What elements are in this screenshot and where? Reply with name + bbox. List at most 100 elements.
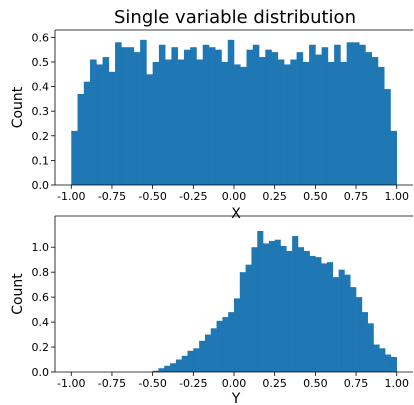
x-tick-label: 0.25 bbox=[262, 190, 287, 203]
histogram-bar bbox=[187, 350, 194, 372]
histogram-bar bbox=[371, 57, 379, 186]
histogram-bar bbox=[373, 344, 380, 372]
histogram-x-panel: -1.00 -0.75 -0.50 -0.25 0.00 0.25 0.50 0.75 1.00… bbox=[10, 29, 413, 222]
histogram-bar bbox=[246, 49, 254, 186]
histogram-bar bbox=[165, 59, 172, 185]
histogram-bar bbox=[297, 247, 305, 372]
histogram-bar bbox=[121, 47, 128, 185]
histogram-bar bbox=[202, 44, 210, 186]
histogram-bar bbox=[309, 255, 316, 372]
histogram-bar bbox=[280, 245, 287, 372]
histogram-bar bbox=[346, 42, 354, 185]
histogram-bar bbox=[332, 277, 339, 372]
x-tick-label: 0.75 bbox=[344, 377, 369, 390]
y-tick-label: 0.4 bbox=[32, 316, 50, 329]
histogram-bar bbox=[327, 61, 335, 186]
histogram-bar bbox=[315, 54, 322, 185]
histogram-bar bbox=[170, 363, 177, 372]
histogram-bar bbox=[344, 274, 351, 372]
y-tick-label: 0.0 bbox=[32, 179, 50, 192]
histogram-bar bbox=[234, 64, 241, 185]
histogram-bar bbox=[290, 59, 297, 185]
histogram-bar bbox=[259, 57, 266, 186]
histogram-bar bbox=[274, 239, 281, 372]
x-tick-label: -0.25 bbox=[179, 190, 207, 203]
histogram-bar bbox=[321, 47, 329, 185]
histogram-bars bbox=[152, 230, 398, 372]
histogram-bar bbox=[252, 44, 260, 186]
x-tick-label: -0.25 bbox=[179, 377, 207, 390]
x-axis-label: Y bbox=[231, 391, 241, 405]
histogram-bar bbox=[292, 235, 299, 372]
histogram-bar bbox=[83, 81, 91, 185]
histogram-bar bbox=[240, 66, 247, 185]
histogram-bar bbox=[268, 240, 275, 372]
x-tick-label: -0.50 bbox=[138, 190, 166, 203]
x-tick-label: 0.25 bbox=[262, 377, 287, 390]
histogram-bar bbox=[221, 61, 229, 186]
x-tick-label: 0.50 bbox=[303, 190, 328, 203]
histogram-bar bbox=[158, 44, 166, 186]
histogram-bar bbox=[338, 269, 345, 372]
y-tick-label: 0.6 bbox=[32, 31, 50, 44]
x-tick-label: 0.50 bbox=[303, 377, 328, 390]
histogram-bar bbox=[152, 370, 159, 372]
histogram-bar bbox=[352, 42, 360, 185]
histogram-bars bbox=[71, 39, 398, 186]
histogram-bar bbox=[215, 49, 222, 186]
histogram-bar bbox=[115, 42, 122, 185]
histogram-bar bbox=[102, 57, 110, 186]
y-tick-label: 0.1 bbox=[32, 154, 50, 167]
histogram-bar bbox=[286, 250, 293, 372]
histogram-bar bbox=[309, 44, 316, 186]
histogram-bar bbox=[90, 59, 97, 185]
y-tick-label: 0.4 bbox=[32, 81, 50, 94]
histogram-bar bbox=[108, 71, 116, 185]
x-tick-label: -1.00 bbox=[57, 190, 85, 203]
histogram-bar bbox=[303, 250, 310, 372]
histogram-bar bbox=[158, 368, 165, 372]
histogram-bar bbox=[390, 357, 398, 372]
histogram-bar bbox=[216, 320, 223, 372]
x-tick-label: 1.00 bbox=[384, 190, 409, 203]
histogram-bar bbox=[334, 44, 341, 186]
histogram-bar bbox=[183, 49, 191, 186]
histogram-bar bbox=[228, 312, 235, 372]
x-tick-label: -0.75 bbox=[98, 377, 126, 390]
histogram-bar bbox=[326, 262, 334, 372]
histogram-bar bbox=[181, 355, 188, 372]
histogram-bar bbox=[133, 52, 141, 185]
histogram-bar bbox=[365, 52, 372, 185]
y-tick-label: 0.3 bbox=[32, 105, 50, 118]
histogram-bar bbox=[164, 365, 171, 372]
histogram-bar bbox=[265, 49, 272, 186]
histogram-bar bbox=[193, 348, 200, 372]
histogram-bar bbox=[321, 263, 328, 372]
x-tick-label: 0.75 bbox=[344, 190, 369, 203]
histogram-bar bbox=[71, 130, 78, 185]
histogram-bar bbox=[171, 47, 178, 185]
histogram-bar bbox=[96, 64, 103, 185]
histogram-bar bbox=[340, 61, 347, 186]
x-tick-label: -1.00 bbox=[57, 377, 85, 390]
histogram-bar bbox=[257, 230, 264, 372]
histogram-bar bbox=[239, 272, 246, 372]
histogram-bar bbox=[377, 66, 385, 185]
x-tick-label: 1.00 bbox=[384, 377, 409, 390]
histogram-bar bbox=[199, 340, 206, 372]
histogram-bar bbox=[390, 130, 398, 185]
histogram-bar bbox=[190, 47, 197, 185]
histogram-bar bbox=[315, 257, 322, 372]
histogram-bar bbox=[227, 39, 235, 186]
histogram-bar bbox=[210, 328, 217, 372]
x-tick-label: 0.00 bbox=[222, 190, 247, 203]
x-tick-label: -0.75 bbox=[98, 190, 126, 203]
histogram-bar bbox=[196, 59, 204, 185]
histogram-bar bbox=[359, 44, 366, 186]
histogram-bar bbox=[356, 297, 363, 372]
histogram-bar bbox=[379, 348, 386, 372]
histogram-bar bbox=[367, 323, 374, 372]
y-tick-label: 0.6 bbox=[32, 291, 50, 304]
y-tick-label: 0.5 bbox=[32, 56, 50, 69]
histogram-bar bbox=[302, 61, 310, 186]
